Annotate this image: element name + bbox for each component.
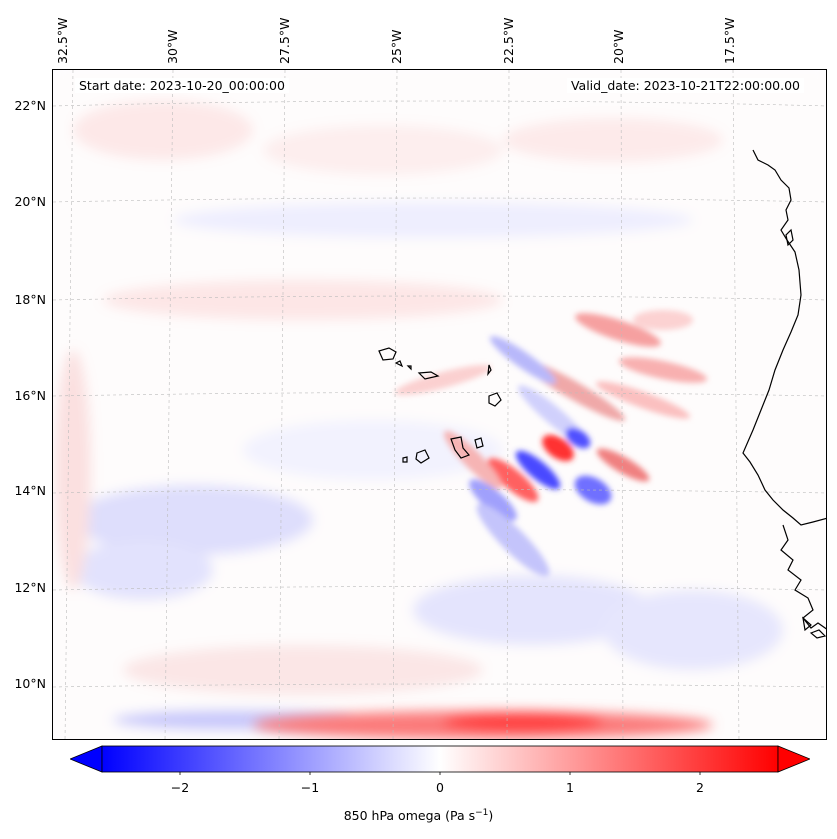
longitude-label: 22.5°W <box>501 17 516 64</box>
longitude-label: 30°W <box>165 29 180 64</box>
colorbar-tick-label: 1 <box>566 780 574 795</box>
start-date-label: Start date: 2023-10-20_00:00:00 <box>75 78 289 93</box>
longitude-label: 25°W <box>389 29 404 64</box>
colorbar-tick-label: −1 <box>300 780 320 795</box>
omega-field-map <box>53 70 826 739</box>
storm-wave-features <box>394 310 708 577</box>
longitude-label: 27.5°W <box>277 17 292 64</box>
latitude-label: 20°N <box>14 194 46 209</box>
southern-ascent-band <box>253 711 713 739</box>
map-gridlines <box>53 70 826 739</box>
latitude-label: 12°N <box>14 580 46 595</box>
colorbar-gradient <box>101 745 779 773</box>
colorbar-tick-label: 2 <box>696 780 704 795</box>
latitude-label: 10°N <box>14 676 46 691</box>
colorbar-tick-label: 0 <box>436 780 444 795</box>
longitude-label: 20°W <box>611 29 626 64</box>
latitude-label: 14°N <box>14 483 46 498</box>
colorbar <box>70 745 810 775</box>
valid-date-label: Valid_date: 2023-10-21T22:00:00.00 <box>566 78 804 93</box>
latitude-label: 22°N <box>14 98 46 113</box>
colorbar-label: 850 hPa omega (Pa s−1) <box>343 808 494 824</box>
colorbar-max-extend <box>777 745 810 773</box>
colorbar-tick-label: −2 <box>170 780 190 795</box>
latitude-label: 18°N <box>14 292 46 307</box>
latitude-label: 16°N <box>14 388 46 403</box>
map-panel <box>52 69 827 740</box>
omega-field-background <box>53 70 826 739</box>
longitude-label: 17.5°W <box>722 17 737 64</box>
colorbar-min-extend <box>70 745 103 773</box>
coastlines <box>378 149 826 639</box>
longitude-label: 32.5°W <box>55 17 70 64</box>
